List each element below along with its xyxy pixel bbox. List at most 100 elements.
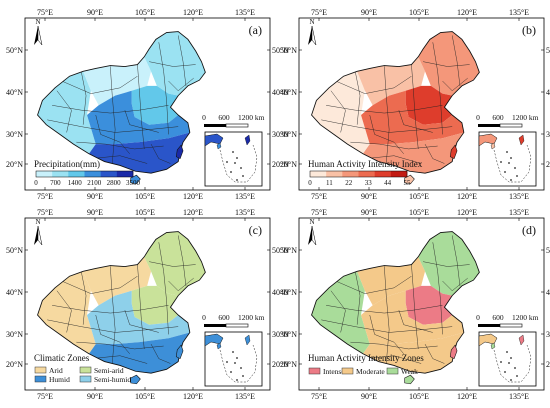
basin-boundary bbox=[110, 66, 116, 164]
basin-boundary bbox=[158, 42, 169, 135]
longitude-label: 105°E bbox=[409, 392, 429, 401]
latitude-labels-left: 50°N 40°N 30°N 20°N bbox=[280, 246, 297, 369]
basin-boundary bbox=[80, 271, 87, 325]
basin-boundary bbox=[90, 355, 148, 364]
inset-island bbox=[514, 167, 516, 169]
basin-boundary bbox=[80, 71, 87, 125]
colorbar-tick-label: 2100 bbox=[87, 179, 102, 187]
basin-boundary bbox=[432, 42, 443, 135]
latitude-labels-left: 50°N 40°N 30°N 20°N bbox=[6, 246, 23, 369]
colorbar-tick-label: 700 bbox=[50, 179, 61, 187]
inset-island bbox=[500, 161, 502, 163]
inset-island bbox=[240, 367, 242, 369]
basin-boundary bbox=[124, 310, 159, 333]
basin-boundary bbox=[330, 290, 346, 333]
map-region bbox=[362, 132, 464, 174]
latitude-label: 20°N bbox=[6, 160, 23, 169]
latitude-labels-right: 50°N 40°N 30°N 20°N bbox=[272, 246, 289, 369]
panel-label: (d) bbox=[522, 223, 536, 237]
longitude-label: 135°E bbox=[235, 192, 255, 201]
basin-boundary bbox=[321, 119, 453, 133]
latitude-label: 30°N bbox=[546, 330, 550, 339]
basin-boundary bbox=[364, 355, 422, 364]
colorbar-segment bbox=[326, 171, 343, 177]
colorbar-segment bbox=[100, 171, 118, 177]
inset-island bbox=[514, 367, 516, 369]
longitude-label: 105°E bbox=[135, 208, 155, 217]
latitude-label: 30°N bbox=[280, 130, 297, 139]
basin-boundary bbox=[52, 305, 169, 314]
north-arrow: N bbox=[308, 218, 317, 246]
latitude-label: 50°N bbox=[6, 46, 23, 55]
latitude-label: 30°N bbox=[272, 130, 289, 139]
latitude-label: 40°N bbox=[272, 288, 289, 297]
latitude-label: 50°N bbox=[280, 246, 297, 255]
longitude-labels-bottom: 75°E 90°E 105°E 120°E 135°E bbox=[311, 192, 529, 201]
national-border bbox=[311, 231, 480, 374]
scale-bar: 0 600 1200 km bbox=[476, 313, 539, 328]
basin-boundary bbox=[47, 319, 179, 333]
longitude-label: 120°E bbox=[183, 192, 203, 201]
inset-island bbox=[506, 151, 508, 153]
basin-boundary bbox=[451, 35, 461, 86]
basin-boundary bbox=[369, 314, 404, 354]
map-region bbox=[311, 271, 370, 354]
basin-boundary bbox=[158, 242, 169, 335]
colorbar-tick-label: 0 bbox=[34, 179, 38, 187]
panel-label: (c) bbox=[249, 223, 262, 237]
latitude-labels-left: 50°N 40°N 30°N 20°N bbox=[6, 46, 23, 169]
map-region bbox=[405, 85, 453, 125]
nine-dash-line bbox=[493, 344, 532, 383]
basin-boundary bbox=[424, 143, 445, 164]
basin-boundary bbox=[442, 77, 468, 92]
basin-boundaries bbox=[47, 235, 196, 364]
map-region bbox=[87, 290, 190, 345]
longitude-labels-top: 75°E 90°E 105°E 120°E 135°E bbox=[311, 208, 529, 217]
inset-island bbox=[508, 162, 510, 164]
longitude-label: 90°E bbox=[361, 192, 377, 201]
nine-dash-line bbox=[493, 144, 532, 183]
longitude-label: 90°E bbox=[87, 208, 103, 217]
longitude-label: 105°E bbox=[409, 8, 429, 17]
longitude-label: 90°E bbox=[361, 8, 377, 17]
inset-island bbox=[236, 357, 238, 359]
longitude-labels-bottom: 75°E 90°E 105°E 120°E 135°E bbox=[311, 392, 529, 401]
basin-boundary bbox=[335, 276, 412, 294]
basin-boundary bbox=[335, 76, 412, 94]
latitude-label: 20°N bbox=[6, 360, 23, 369]
basin-boundary bbox=[47, 119, 179, 133]
colorbar-segment bbox=[36, 171, 53, 177]
basin-boundary bbox=[326, 305, 443, 314]
basin-boundary bbox=[432, 242, 443, 335]
map-region bbox=[361, 290, 464, 345]
latitude-label: 20°N bbox=[272, 160, 289, 169]
latitude-labels-right: 50°N 40°N 30°N 20°N bbox=[272, 46, 289, 169]
legend-title: Human Activity Intensity Zones bbox=[308, 353, 424, 363]
legend: Precipitation(mm) 0 700 1400 2100 2800 3500 bbox=[34, 159, 141, 187]
taiwan-island bbox=[449, 344, 458, 360]
colorbar-tick-label: 44 bbox=[384, 179, 392, 187]
latitude-label: 50°N bbox=[546, 46, 550, 55]
longitude-label: 135°E bbox=[235, 392, 255, 401]
longitude-label: 120°E bbox=[183, 8, 203, 17]
longitude-label: 75°E bbox=[311, 192, 327, 201]
colorbar-segment bbox=[84, 171, 101, 177]
map-region bbox=[357, 56, 426, 106]
longitude-label: 105°E bbox=[135, 392, 155, 401]
basin-boundary bbox=[76, 341, 164, 350]
latitude-label: 20°N bbox=[280, 160, 297, 169]
colorbar-segment bbox=[390, 171, 408, 177]
basin-boundary bbox=[76, 141, 164, 150]
longitude-label: 120°E bbox=[457, 192, 477, 201]
basin-boundary bbox=[90, 155, 148, 164]
inset-island bbox=[516, 375, 518, 377]
inset-island bbox=[510, 179, 512, 181]
colorbar-segment bbox=[374, 171, 392, 177]
scale-label: 1200 km bbox=[512, 313, 539, 322]
basin-boundary bbox=[350, 141, 438, 150]
colorbar-tick-label: 55 bbox=[404, 179, 412, 187]
legend-swatch bbox=[79, 366, 92, 374]
latitude-label: 50°N bbox=[546, 246, 550, 255]
